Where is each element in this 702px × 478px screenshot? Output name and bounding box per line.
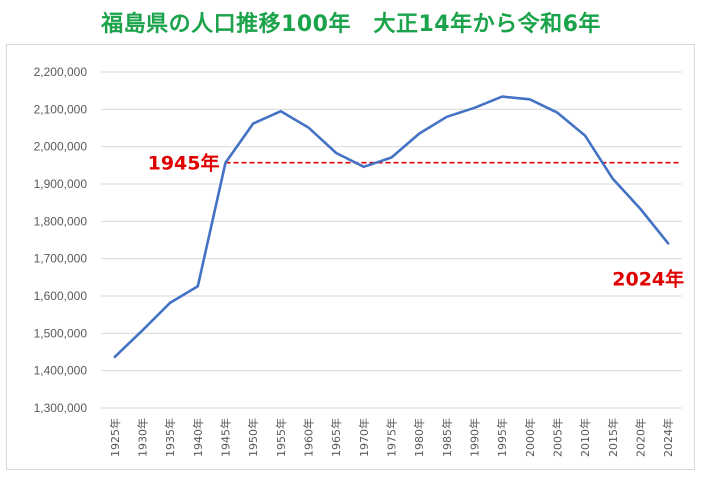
- x-tick-label: 1925年: [108, 418, 122, 457]
- x-tick-label: 1960年: [302, 418, 316, 457]
- x-tick-label: 1930年: [136, 418, 150, 457]
- x-tick-label: 1990年: [468, 418, 482, 457]
- x-tick-label: 1940年: [191, 418, 205, 457]
- y-tick-label: 1,800,000: [34, 214, 88, 228]
- y-tick-label: 1,500,000: [34, 326, 88, 340]
- y-tick-label: 2,000,000: [34, 140, 88, 154]
- population-line: [113, 95, 670, 359]
- chart-title: 福島県の人口推移100年 大正14年から令和6年: [101, 12, 601, 37]
- x-tick-label: 2000年: [523, 418, 537, 457]
- x-tick-label: 1950年: [246, 418, 260, 457]
- x-tick-label: 1965年: [329, 418, 343, 457]
- y-tick-label: 1,600,000: [34, 289, 88, 303]
- y-tick-label: 1,300,000: [34, 401, 88, 415]
- x-tick-label: 1975年: [385, 418, 399, 457]
- x-tick-label: 1985年: [440, 418, 454, 457]
- x-tick-label: 1995年: [495, 418, 509, 457]
- x-tick-label: 1935年: [163, 418, 177, 457]
- x-tick-label: 1970年: [357, 418, 371, 457]
- y-tick-label: 1,400,000: [34, 364, 88, 378]
- x-tick-label: 2024年: [661, 418, 675, 457]
- x-tick-label: 2005年: [551, 418, 565, 457]
- x-tick-label: 1980年: [412, 418, 426, 457]
- x-tick-label: 1955年: [274, 418, 288, 457]
- y-tick-label: 2,200,000: [34, 65, 88, 79]
- y-tick-label: 1,700,000: [34, 252, 88, 266]
- annotation-2024: 2024年: [612, 267, 684, 290]
- chart-frame: [6, 44, 695, 470]
- y-tick-label: 2,100,000: [34, 102, 88, 116]
- annotation-1945: 1945年: [148, 152, 220, 175]
- x-tick-label: 2020年: [634, 418, 648, 457]
- x-tick-label: 2010年: [578, 418, 592, 457]
- x-tick-label: 2015年: [606, 418, 620, 457]
- x-tick-label: 1945年: [219, 418, 233, 457]
- y-tick-label: 1,900,000: [34, 177, 88, 191]
